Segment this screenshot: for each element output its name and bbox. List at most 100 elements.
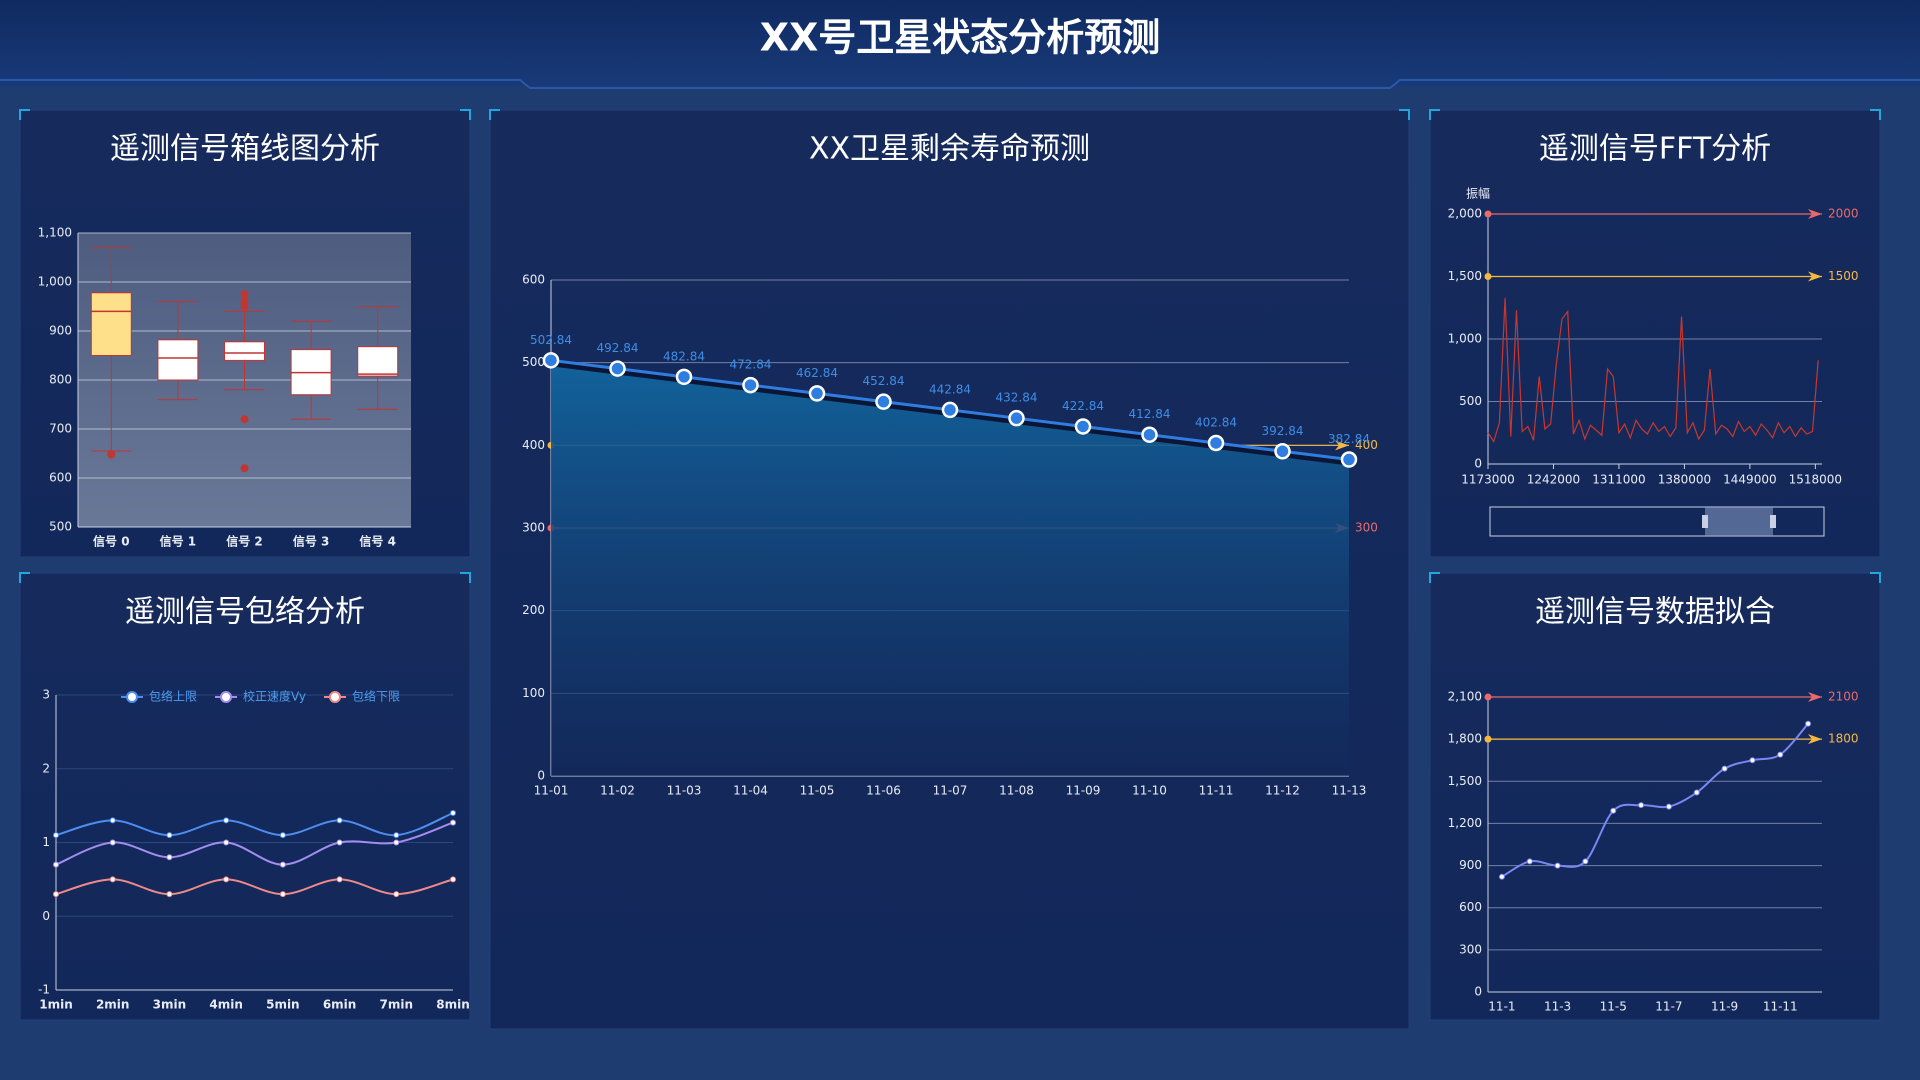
- point: [279, 861, 286, 868]
- point: [166, 891, 173, 898]
- y-tick-label: 1,000: [1448, 332, 1482, 346]
- x-tick-label: 11-13: [1332, 784, 1367, 798]
- panel-title: 遥测信号包络分析: [125, 595, 365, 630]
- data-label: 502.84: [530, 333, 572, 347]
- y-tick-label: 100: [522, 686, 545, 700]
- data-label: 472.84: [730, 358, 772, 372]
- outlier: [240, 415, 249, 424]
- y-tick-label: 700: [49, 422, 72, 436]
- point: [1665, 803, 1672, 810]
- y-tick-label: 400: [522, 438, 545, 452]
- x-tick-label: 4min: [209, 998, 243, 1012]
- data-label: 452.84: [863, 374, 905, 388]
- point: [279, 891, 286, 898]
- point: [166, 854, 173, 861]
- point: [223, 876, 230, 883]
- panel-corner: [489, 109, 500, 120]
- mark-line-arrow: [1808, 692, 1822, 702]
- x-tick-label: 1311000: [1592, 473, 1645, 487]
- mark-line-start: [1484, 735, 1492, 743]
- point: [1610, 807, 1617, 814]
- x-tick-label: 11-3: [1544, 1000, 1571, 1014]
- point: [336, 817, 343, 824]
- panel-title: 遥测信号数据拟合: [1535, 595, 1775, 630]
- panel: [1429, 572, 1881, 1021]
- x-tick-label: 11-7: [1655, 1000, 1682, 1014]
- x-tick-label: 11-05: [800, 784, 835, 798]
- outlier: [240, 290, 249, 299]
- x-tick-label: 11-09: [1066, 784, 1101, 798]
- x-tick-label: 1518000: [1789, 473, 1842, 487]
- point: [393, 891, 400, 898]
- panel-title: XX卫星剩余寿命预测: [809, 132, 1090, 167]
- point: [609, 360, 626, 377]
- point: [336, 876, 343, 883]
- x-tick-label: 11-5: [1600, 1000, 1627, 1014]
- y-tick-label: 600: [522, 273, 545, 287]
- point: [1340, 451, 1358, 468]
- point: [223, 839, 230, 846]
- x-tick-label: 信号 4: [359, 534, 396, 549]
- y-tick-label: 900: [49, 324, 72, 338]
- point: [450, 819, 456, 826]
- data-label: 392.84: [1262, 424, 1304, 438]
- legend-label: 包络下限: [352, 689, 400, 704]
- panel-corner: [1870, 109, 1881, 120]
- point: [109, 876, 116, 883]
- point: [1693, 789, 1700, 796]
- y-tick-label: 500: [1459, 394, 1482, 408]
- area: [551, 360, 1349, 776]
- legend-label: 包络上限: [149, 689, 197, 704]
- data-label: 402.84: [1195, 415, 1237, 429]
- y-tick-label: 1,800: [1448, 732, 1482, 746]
- line: [1487, 297, 1819, 443]
- y-tick-label: 500: [49, 520, 72, 534]
- point: [1274, 443, 1291, 460]
- y-tick-label: 1,500: [1448, 774, 1482, 788]
- mark-line-arrow: [1808, 271, 1822, 282]
- point: [742, 376, 759, 394]
- point: [542, 352, 560, 369]
- legend-marker: [329, 691, 342, 703]
- data-label: 462.84: [796, 366, 838, 380]
- y-tick-label: 3: [42, 688, 50, 702]
- x-tick-label: 1380000: [1658, 473, 1711, 487]
- point: [1638, 802, 1645, 809]
- outlier: [240, 302, 249, 311]
- point: [1526, 858, 1533, 865]
- x-tick-label: 1449000: [1723, 473, 1776, 487]
- x-tick-label: 1min: [39, 998, 73, 1012]
- data-label: 482.84: [663, 349, 705, 363]
- y-tick-label: 1,000: [38, 275, 72, 289]
- x-tick-label: 信号 2: [226, 534, 263, 549]
- point: [1721, 765, 1728, 772]
- panel-corner: [1429, 109, 1440, 120]
- x-tick-label: 7min: [380, 998, 414, 1012]
- y-axis-label: 振幅: [1466, 186, 1490, 201]
- point: [1498, 873, 1505, 880]
- point: [1207, 434, 1225, 452]
- x-tick-label: 11-1: [1488, 1000, 1515, 1014]
- line: [55, 812, 454, 837]
- zoom-slider: [1489, 506, 1825, 537]
- x-tick-label: 11-06: [866, 784, 901, 798]
- y-tick-label: 600: [49, 471, 72, 485]
- box: [224, 341, 265, 361]
- x-tick-label: 11-12: [1265, 784, 1300, 798]
- zoom-handle: [1770, 515, 1776, 528]
- legend-marker: [220, 691, 233, 703]
- mark-line-arrow: [1808, 734, 1822, 745]
- line: [55, 821, 454, 866]
- y-tick-label: 1,500: [1448, 269, 1482, 283]
- point: [393, 832, 400, 839]
- x-tick-label: 8min: [436, 998, 470, 1012]
- data-label: 432.84: [996, 391, 1038, 405]
- y-tick-label: -1: [38, 983, 50, 997]
- x-tick-label: 11-03: [667, 784, 702, 798]
- x-tick-label: 1173000: [1461, 473, 1514, 487]
- data-label: 492.84: [597, 341, 639, 355]
- panel-corner: [19, 572, 30, 583]
- y-tick-label: 2,100: [1448, 690, 1482, 704]
- x-tick-label: 2min: [96, 998, 130, 1012]
